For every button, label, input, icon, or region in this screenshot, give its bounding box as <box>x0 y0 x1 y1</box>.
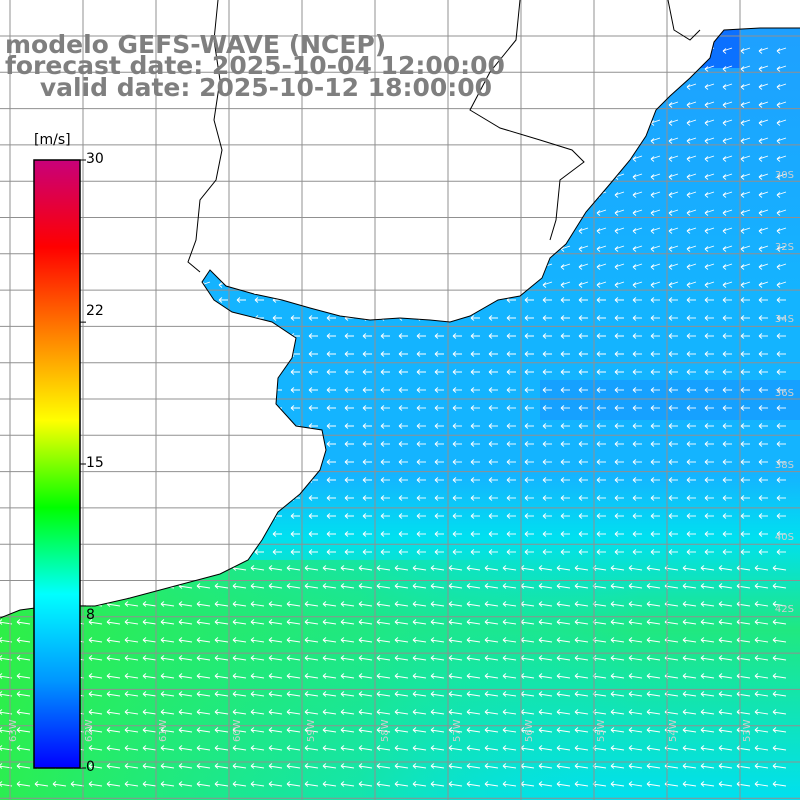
lon-label: 59W <box>306 719 317 742</box>
coastline <box>0 0 800 619</box>
lat-label: 34S <box>774 314 794 325</box>
lon-label: 61W <box>158 719 169 742</box>
colorbar-tick-30: 30 <box>86 151 104 167</box>
lon-label: 57W <box>452 719 463 742</box>
weak-wind-core <box>540 380 800 420</box>
colorbar-tick-0: 0 <box>86 759 95 775</box>
lat-label: 38S <box>774 460 794 471</box>
colorbar-tick-22: 22 <box>86 303 104 319</box>
lon-label: 54W <box>668 719 679 742</box>
lon-label: 62W <box>84 719 95 742</box>
colorbar-units: [m/s] <box>34 132 71 148</box>
lat-label: 42S <box>774 604 794 615</box>
colorbar-gradient <box>33 159 81 769</box>
colorbar <box>33 159 86 769</box>
valid-date: valid date: 2025-10-12 18:00:00 <box>5 73 493 102</box>
lon-label: 60W <box>232 719 243 742</box>
model-title: modelo GEFS-WAVE (NCEP) <box>5 30 387 59</box>
lon-label: 58W <box>380 719 391 742</box>
lat-label: 30S <box>774 170 794 181</box>
lat-label: 40S <box>774 532 794 543</box>
lon-label: 63W <box>8 719 19 742</box>
colorbar-tick-15: 15 <box>86 455 104 471</box>
lat-label: 32S <box>774 242 794 253</box>
lon-label: 53W <box>742 719 753 742</box>
lon-label: 56W <box>524 719 535 742</box>
lat-label: 36S <box>774 388 794 399</box>
colorbar-tick-8: 8 <box>86 607 95 623</box>
lon-label: 55W <box>596 719 607 742</box>
forecast-date: forecast date: 2025-10-04 12:00:00 <box>5 51 505 80</box>
